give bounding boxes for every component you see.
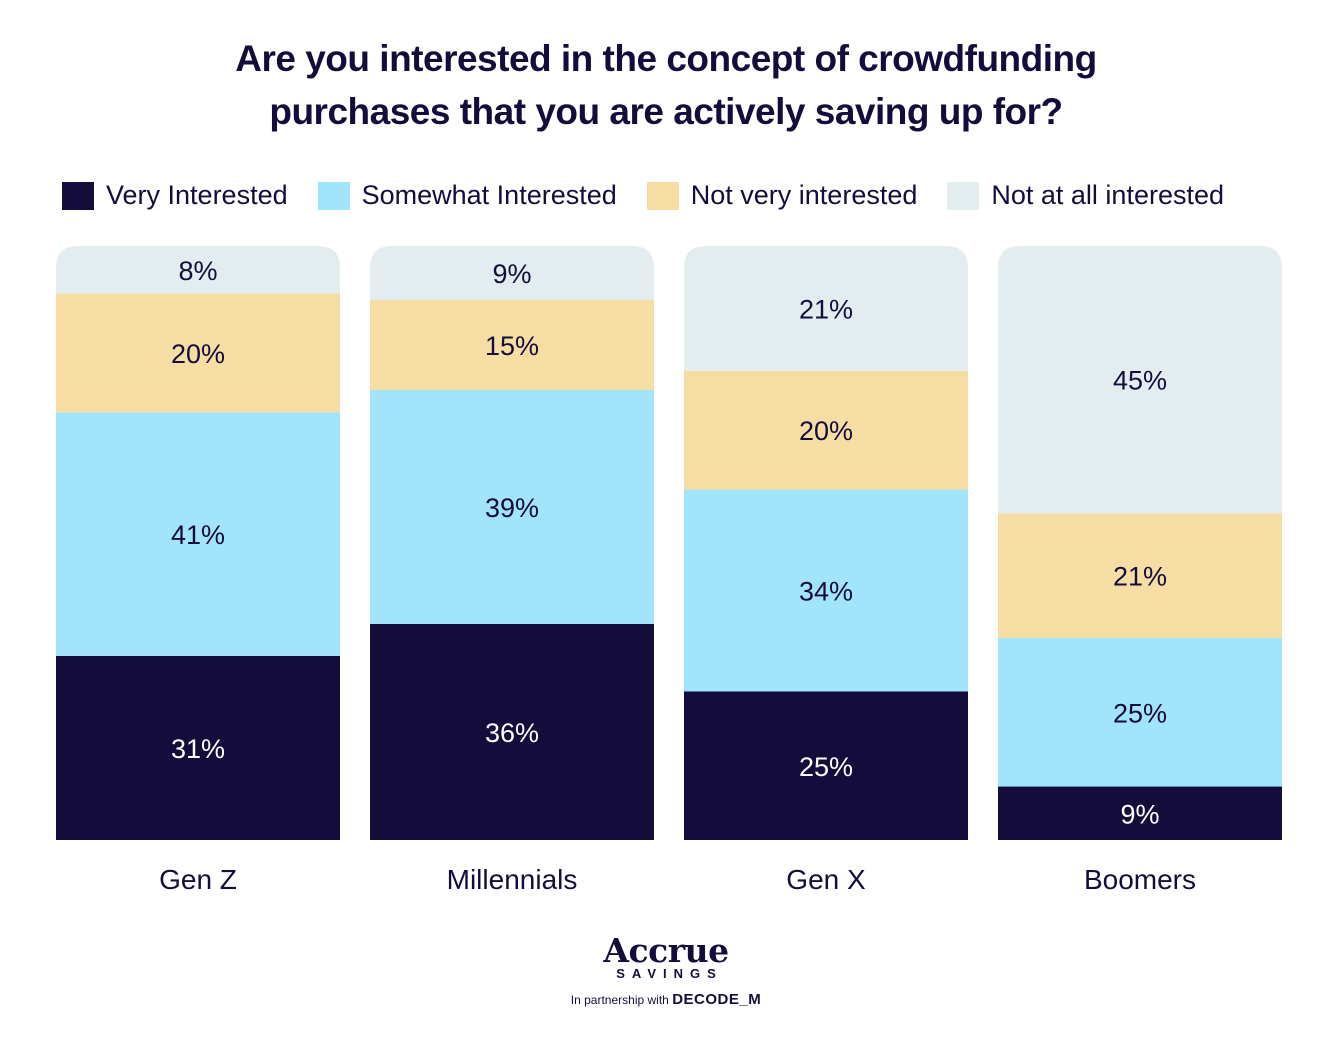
legend-label: Not at all interested	[991, 180, 1224, 210]
legend: Very Interested Somewhat Interested Not ve…	[62, 180, 1254, 211]
bar-group-gen-x	[684, 246, 968, 840]
bar-segment	[370, 390, 654, 624]
legend-item: Very Interested	[62, 180, 288, 211]
bar-segment	[998, 246, 1282, 514]
bar-segment	[56, 246, 340, 294]
bar-segment	[56, 655, 340, 840]
logo-subtitle: SAVINGS	[616, 966, 723, 981]
category-label: Millennials	[447, 864, 578, 895]
category-label: Boomers	[1084, 864, 1196, 895]
data-label: 39%	[485, 493, 539, 523]
bar-group-boomers	[998, 246, 1282, 840]
data-label: 20%	[799, 416, 853, 446]
data-label: 9%	[1120, 799, 1159, 829]
data-label: 31%	[171, 734, 225, 764]
legend-item: Not at all interested	[947, 180, 1224, 211]
bar-segment	[998, 786, 1282, 840]
partner-name: DECODE_M	[672, 991, 762, 1008]
data-label: 21%	[1113, 562, 1167, 592]
bar-segment	[998, 638, 1282, 787]
data-label: 9%	[492, 259, 531, 289]
data-label: 21%	[799, 294, 853, 324]
legend-label: Somewhat Interested	[361, 180, 617, 210]
data-label: 20%	[171, 339, 225, 369]
legend-item: Not very interested	[646, 180, 918, 211]
legend-swatch	[646, 181, 679, 210]
data-label: 25%	[1113, 698, 1167, 728]
category-label: Gen X	[786, 864, 866, 895]
bar-segment	[370, 300, 654, 390]
data-label: 41%	[171, 520, 225, 550]
bar-segment	[684, 489, 968, 692]
data-label: 34%	[799, 577, 853, 607]
data-label: 8%	[178, 256, 217, 286]
bar-segment	[684, 370, 968, 490]
bar-segment	[370, 624, 654, 840]
accrue-savings-logo: Accrue SAVINGS In partnership with DECOD…	[0, 931, 1332, 1009]
data-label: 15%	[485, 331, 539, 361]
partner-prefix: In partnership with	[570, 993, 669, 1007]
bar-segment	[56, 412, 340, 656]
bar-segment	[56, 293, 340, 413]
legend-swatch	[62, 181, 94, 210]
partnership-note: In partnership with DECODE_M	[0, 991, 1332, 1008]
logo-wordmark: Accrue	[603, 931, 729, 970]
data-label: 45%	[1113, 366, 1167, 396]
legend-item: Somewhat Interested	[317, 180, 617, 211]
chart-title: Are you interested in the concept of cro…	[0, 32, 1332, 138]
legend-label: Not very interested	[690, 180, 918, 210]
bar-segment	[684, 691, 968, 840]
legend-swatch	[947, 181, 980, 210]
data-label: 25%	[799, 752, 853, 782]
legend-swatch	[317, 181, 350, 210]
chart-title-line-2: purchases that you are actively saving u…	[269, 91, 1063, 132]
stacked-bar-chart: 31% 41% 20% 8% Gen Z 36% 39% 15% 9% Millennials 25…	[56, 246, 1282, 895]
bar-segment	[370, 246, 654, 300]
category-label: Gen Z	[159, 864, 237, 895]
legend-label: Very Interested	[106, 180, 288, 210]
bar-segment	[684, 246, 968, 371]
chart-title-line-1: Are you interested in the concept of cro…	[235, 38, 1097, 79]
bar-group-gen-z	[56, 246, 340, 840]
bar-segment	[998, 513, 1282, 639]
bar-group-millennials	[370, 246, 654, 840]
data-label: 36%	[485, 718, 539, 748]
